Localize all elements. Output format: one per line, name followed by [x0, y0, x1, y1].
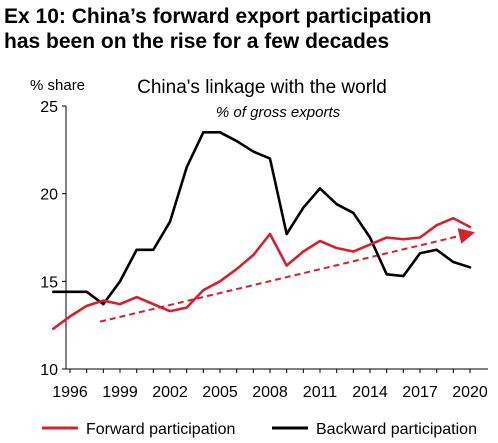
y-tick-label: 25	[40, 99, 58, 116]
x-tick-label: 1999	[102, 384, 138, 401]
x-tick-label: 2020	[452, 384, 488, 401]
legend-label-forward-participation: Forward participation	[86, 421, 235, 438]
y-tick-label: 20	[40, 187, 58, 204]
x-tick-label: 2008	[252, 384, 288, 401]
y-tick-label: 15	[40, 274, 58, 291]
series-line-backward-participation	[52, 131, 472, 306]
y-tick-label: 10	[40, 362, 58, 379]
x-tick-label: 2014	[352, 384, 388, 401]
x-tick-label: 2002	[152, 384, 188, 401]
series-line-forward-participation	[52, 216, 472, 330]
x-tick-label: 2011	[303, 384, 338, 401]
heading-line-1: Ex 10: China’s forward export participat…	[4, 5, 432, 28]
x-tick-label: 1996	[52, 384, 88, 401]
chart-heading: Ex 10: China’s forward export participat…	[4, 4, 498, 54]
x-tick-label: 2017	[402, 384, 438, 401]
series-layer	[52, 131, 472, 330]
legend: Forward participation Backward participat…	[42, 421, 477, 438]
chart-title: China's linkage with the world	[137, 77, 387, 98]
heading-line-2: has been on the rise for a few decades	[4, 30, 390, 53]
chart-subtitle: % of gross exports	[216, 104, 341, 121]
trend-layer	[99, 228, 475, 323]
axes: 10 15 20 25 1996 1999 2002 2005 2008 2011 2014 2017…	[40, 99, 488, 401]
y-axis-label: % share	[30, 77, 85, 94]
x-tick-label: 2005	[202, 384, 238, 401]
trend-arrowhead	[457, 228, 475, 244]
legend-label-backward-participation: Backward participation	[316, 421, 477, 438]
